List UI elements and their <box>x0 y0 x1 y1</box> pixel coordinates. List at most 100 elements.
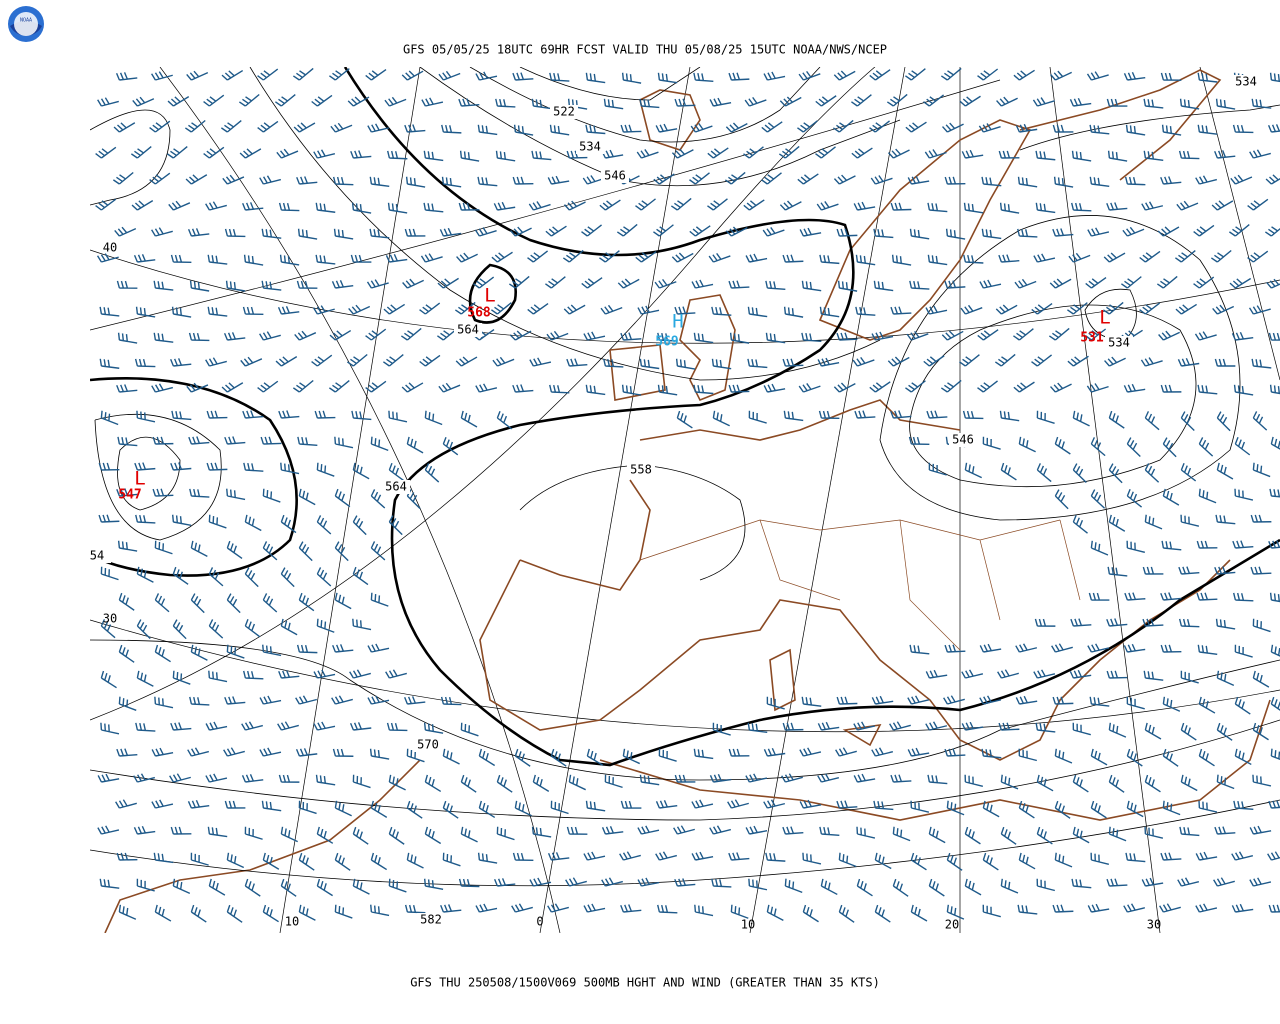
barb-shape <box>545 276 566 289</box>
wind-barb <box>1090 852 1110 866</box>
wind-barb <box>185 174 208 185</box>
contour-label: 564 <box>457 323 479 337</box>
barb-shape <box>221 382 244 393</box>
barb-shape <box>743 146 764 159</box>
wind-barb <box>442 800 459 819</box>
barb-shape <box>1126 540 1146 554</box>
barb-shape <box>438 70 461 81</box>
wind-barb <box>224 228 246 238</box>
barb-shape <box>370 852 388 871</box>
wind-barb <box>370 489 386 509</box>
wind-barb <box>621 72 642 84</box>
wind-barb <box>909 228 930 240</box>
barb-shape <box>1198 488 1217 504</box>
barb-shape <box>1102 301 1124 315</box>
scandinavia <box>818 119 1032 341</box>
barb-shape <box>495 98 516 108</box>
wind-barb <box>1103 252 1126 263</box>
lat-line <box>90 67 1000 721</box>
contour-label: 564 <box>385 480 407 494</box>
barb-shape <box>763 71 786 81</box>
wind-barb <box>152 488 174 497</box>
wind-barb <box>1125 852 1146 863</box>
wind-barb <box>100 722 120 735</box>
wind-barb <box>1049 278 1072 289</box>
barb-shape <box>765 332 786 344</box>
center-value: 568 <box>467 306 491 321</box>
barb-shape <box>1214 826 1236 835</box>
wind-barb <box>870 175 893 185</box>
wind-barb <box>707 198 728 211</box>
wind-barb <box>549 124 570 136</box>
wind-barb <box>513 124 534 136</box>
wind-barb <box>1126 437 1141 458</box>
wind-barb <box>1180 462 1197 482</box>
barb-shape <box>711 306 732 316</box>
barb-shape <box>280 462 300 475</box>
wind-barb <box>944 176 966 185</box>
wind-barb <box>549 72 570 82</box>
barb-shape <box>136 670 154 687</box>
barb-shape <box>151 747 174 757</box>
barb-shape <box>1249 825 1272 835</box>
wind-barb <box>617 278 640 289</box>
wind-barb <box>1249 877 1272 887</box>
barb-shape <box>118 644 135 663</box>
wind-barb <box>981 176 1002 187</box>
barb-shape <box>1197 124 1218 135</box>
barb-shape <box>528 201 551 211</box>
barb-shape <box>478 748 496 767</box>
barb-shape <box>388 878 407 893</box>
barb-shape <box>637 305 660 315</box>
wind-barb <box>673 825 695 835</box>
wind-barb <box>352 515 367 536</box>
wind-barb <box>836 228 858 237</box>
barb-shape <box>1247 198 1269 211</box>
wind-barb <box>334 541 349 562</box>
wind-barb <box>1252 774 1272 787</box>
barb-shape <box>188 332 210 342</box>
barb-shape <box>761 172 782 185</box>
wind-barb <box>205 357 227 367</box>
wind-barb <box>856 878 873 897</box>
wind-barb <box>244 826 263 840</box>
barb-shape <box>567 98 588 110</box>
wind-barb <box>531 826 552 838</box>
barb-shape <box>190 852 209 866</box>
barb-shape <box>1140 357 1163 367</box>
barb-shape <box>889 721 911 731</box>
wind-barb <box>298 800 317 815</box>
barb-shape <box>599 250 620 263</box>
wind-barb <box>1215 98 1236 110</box>
barb-shape <box>257 68 279 81</box>
barb-shape <box>1034 618 1056 627</box>
barb-shape <box>1160 644 1182 653</box>
wind-barb <box>439 227 462 237</box>
wind-barb <box>1031 354 1053 367</box>
wind-barb <box>117 436 138 447</box>
barb-shape <box>586 748 604 766</box>
wind-barb <box>130 145 152 159</box>
wind-barb <box>982 852 999 871</box>
wind-barb <box>763 747 786 757</box>
barb-shape <box>585 384 606 396</box>
barb-shape <box>925 721 948 731</box>
barb-shape <box>1210 249 1232 263</box>
barb-shape <box>711 878 732 888</box>
wind-barb <box>585 800 606 812</box>
wind-barb <box>170 826 192 835</box>
barb-shape <box>1087 903 1110 913</box>
barb-shape <box>1139 302 1161 315</box>
wind-barb <box>782 358 804 367</box>
wind-barb <box>1124 592 1146 601</box>
barb-shape <box>367 643 390 653</box>
barb-shape <box>1231 903 1254 913</box>
wind-barb <box>583 903 606 913</box>
barb-shape <box>1031 303 1053 315</box>
barb-shape <box>475 383 498 393</box>
barb-shape <box>312 305 335 315</box>
barb-shape <box>458 878 480 888</box>
barb-shape <box>924 149 947 159</box>
barb-shape <box>1068 252 1091 263</box>
barb-shape <box>459 150 480 162</box>
